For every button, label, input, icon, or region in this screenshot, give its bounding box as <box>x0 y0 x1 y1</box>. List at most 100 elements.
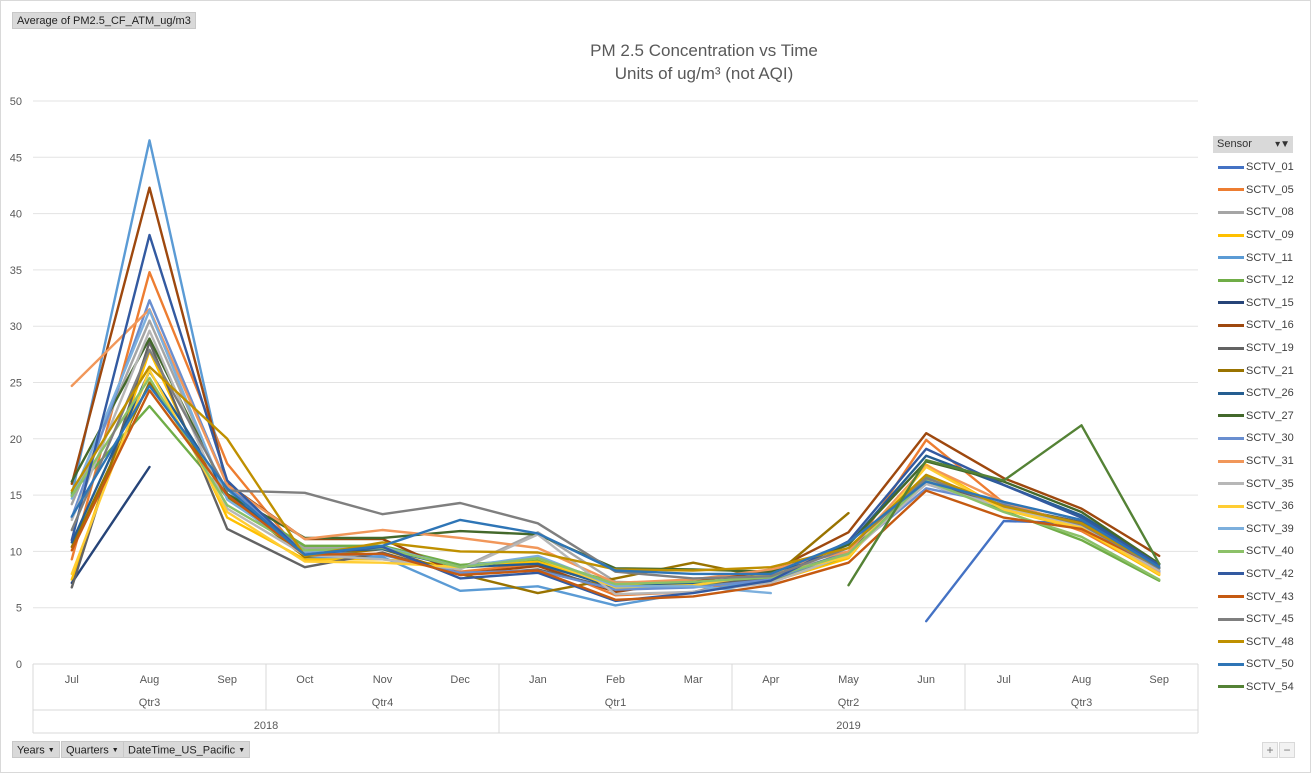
legend-item: SCTV_40 <box>1218 540 1308 563</box>
legend-swatch <box>1218 640 1244 644</box>
legend-label: SCTV_48 <box>1246 635 1294 648</box>
series-line-sctv_43 <box>70 389 1161 601</box>
legend-swatch <box>1218 414 1244 418</box>
legend-item: SCTV_16 <box>1218 314 1308 337</box>
y-tick-label: 30 <box>10 321 22 333</box>
legend-item: SCTV_05 <box>1218 179 1308 202</box>
x-tick-label: Sep <box>217 674 237 686</box>
legend-swatch <box>1218 210 1244 214</box>
x-tick-label: Oct <box>296 674 313 686</box>
legend-item: SCTV_27 <box>1218 405 1308 428</box>
series-line-sctv_35 <box>70 329 1161 596</box>
legend-item: SCTV_01 <box>1218 156 1308 179</box>
filter-dropdown-icon: ▾▼ <box>1275 139 1290 150</box>
legend-item: SCTV_09 <box>1218 224 1308 247</box>
y-tick-label: 20 <box>10 434 22 446</box>
series-line-sctv_05 <box>70 271 1161 597</box>
dropdown-arrow-icon: ▼ <box>238 747 246 754</box>
quarter-label: Qtr2 <box>838 697 859 709</box>
legend-swatch <box>1218 504 1244 508</box>
y-tick-label: 50 <box>10 96 22 108</box>
datetime-field-button[interactable]: DateTime_US_Pacific ▼ <box>123 741 251 758</box>
legend-swatch <box>1218 436 1244 440</box>
legend-item: SCTV_39 <box>1218 518 1308 541</box>
legend: SCTV_01 SCTV_05 SCTV_08 SCTV_09 SCTV_11 SCTV_… <box>1218 156 1308 698</box>
dropdown-arrow-icon: ▼ <box>111 747 119 754</box>
y-tick-label: 45 <box>10 152 22 164</box>
legend-item: SCTV_08 <box>1218 201 1308 224</box>
legend-item: SCTV_43 <box>1218 585 1308 608</box>
legend-label: SCTV_31 <box>1246 455 1294 468</box>
collapse-button[interactable]: − <box>1279 742 1295 758</box>
legend-title: Sensor <box>1217 138 1252 150</box>
series-line-sctv_31 <box>70 308 1161 585</box>
legend-swatch <box>1218 595 1244 599</box>
legend-swatch <box>1218 301 1244 305</box>
series-line-sctv_01 <box>925 519 1161 623</box>
year-label: 2018 <box>254 720 278 732</box>
legend-swatch <box>1218 482 1244 486</box>
legend-item: SCTV_21 <box>1218 359 1308 382</box>
legend-label: SCTV_08 <box>1246 206 1294 219</box>
legend-label: SCTV_39 <box>1246 522 1294 535</box>
legend-swatch <box>1218 572 1244 576</box>
legend-label: SCTV_30 <box>1246 432 1294 445</box>
quarter-label: Qtr3 <box>139 697 160 709</box>
quarter-label: Qtr4 <box>372 697 393 709</box>
legend-item: SCTV_11 <box>1218 246 1308 269</box>
x-tick-label: Jul <box>997 674 1011 686</box>
dropdown-arrow-icon: ▼ <box>47 747 55 754</box>
datetime-field-label: DateTime_US_Pacific <box>128 744 236 757</box>
series-line-sctv_27 <box>70 337 1161 573</box>
legend-item: SCTV_45 <box>1218 608 1308 631</box>
year-label: 2019 <box>836 720 860 732</box>
legend-label: SCTV_01 <box>1246 161 1294 174</box>
years-field-button[interactable]: Years ▼ <box>12 741 60 758</box>
x-tick-label: Feb <box>606 674 625 686</box>
legend-label: SCTV_12 <box>1246 274 1294 287</box>
value-field-button[interactable]: Average of PM2.5_CF_ATM_ug/m3 <box>12 12 196 29</box>
legend-label: SCTV_21 <box>1246 364 1294 377</box>
legend-label: SCTV_26 <box>1246 387 1294 400</box>
legend-item: SCTV_42 <box>1218 563 1308 586</box>
legend-swatch <box>1218 233 1244 237</box>
legend-label: SCTV_16 <box>1246 319 1294 332</box>
legend-item: SCTV_26 <box>1218 382 1308 405</box>
series-line-sctv_15 <box>70 465 151 585</box>
legend-label: SCTV_45 <box>1246 613 1294 626</box>
legend-swatch <box>1218 685 1244 689</box>
x-tick-label: Jun <box>917 674 935 686</box>
legend-item: SCTV_36 <box>1218 495 1308 518</box>
chart-title: PM 2.5 Concentration vs Time <box>590 41 818 60</box>
legend-swatch <box>1218 278 1244 282</box>
legend-item: SCTV_35 <box>1218 472 1308 495</box>
legend-label: SCTV_35 <box>1246 477 1294 490</box>
legend-item: SCTV_54 <box>1218 676 1308 699</box>
x-tick-label: Aug <box>140 674 160 686</box>
legend-item: SCTV_30 <box>1218 427 1308 450</box>
legend-item: SCTV_12 <box>1218 269 1308 292</box>
legend-label: SCTV_50 <box>1246 658 1294 671</box>
legend-label: SCTV_19 <box>1246 342 1294 355</box>
y-tick-label: 0 <box>16 659 22 671</box>
legend-swatch <box>1218 188 1244 192</box>
expand-button[interactable]: + <box>1262 742 1278 758</box>
y-tick-label: 10 <box>10 546 22 558</box>
legend-filter-button[interactable]: Sensor ▾▼ <box>1213 136 1293 153</box>
legend-swatch <box>1218 346 1244 350</box>
legend-label: SCTV_54 <box>1246 680 1294 693</box>
y-tick-label: 35 <box>10 265 22 277</box>
legend-label: SCTV_42 <box>1246 567 1294 580</box>
quarters-field-button[interactable]: Quarters ▼ <box>61 741 124 758</box>
legend-item: SCTV_19 <box>1218 337 1308 360</box>
x-tick-label: Jul <box>65 674 79 686</box>
legend-label: SCTV_11 <box>1246 251 1293 264</box>
legend-label: SCTV_27 <box>1246 409 1294 422</box>
series-line-sctv_54 <box>847 424 1161 587</box>
legend-item: SCTV_48 <box>1218 630 1308 653</box>
legend-swatch <box>1218 549 1244 553</box>
y-tick-label: 40 <box>10 209 22 221</box>
y-tick-label: 5 <box>16 603 22 615</box>
x-tick-label: Dec <box>450 674 470 686</box>
